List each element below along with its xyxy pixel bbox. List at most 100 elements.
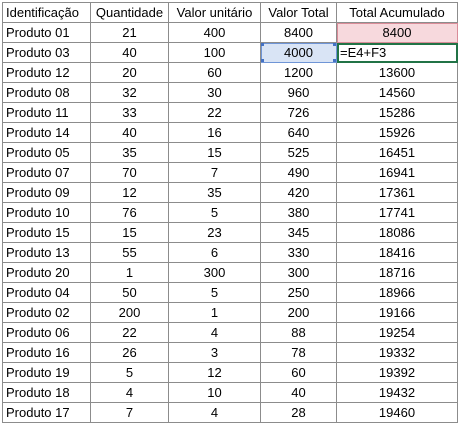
cell-valor-unitario[interactable]: 30 bbox=[168, 82, 261, 103]
cell-identificacao[interactable]: Produto 19 bbox=[2, 362, 91, 383]
cell-identificacao[interactable]: Produto 05 bbox=[2, 142, 91, 163]
range-resize-handle[interactable] bbox=[333, 43, 336, 46]
cell-quantidade[interactable]: 40 bbox=[90, 122, 169, 143]
cell-valor-unitario[interactable]: 16 bbox=[168, 122, 261, 143]
cell-total-acumulado[interactable]: 18416 bbox=[336, 242, 458, 263]
cell-total-acumulado[interactable]: 13600 bbox=[336, 62, 458, 83]
header-total-acumulado[interactable]: Total Acumulado bbox=[336, 2, 458, 23]
cell-valor-total[interactable]: 250 bbox=[260, 282, 337, 303]
cell-quantidade[interactable]: 32 bbox=[90, 82, 169, 103]
cell-valor-unitario[interactable]: 10 bbox=[168, 382, 261, 403]
cell-quantidade[interactable]: 70 bbox=[90, 162, 169, 183]
cell-valor-total[interactable]: 300 bbox=[260, 262, 337, 283]
cell-total-acumulado[interactable]: 16451 bbox=[336, 142, 458, 163]
cell-quantidade[interactable]: 33 bbox=[90, 102, 169, 123]
cell-total-acumulado[interactable]: 16941 bbox=[336, 162, 458, 183]
cell-valor-total[interactable]: 380 bbox=[260, 202, 337, 223]
cell-total-acumulado[interactable]: 8400 bbox=[336, 22, 458, 43]
cell-total-acumulado[interactable]: 19166 bbox=[336, 302, 458, 323]
cell-total-acumulado[interactable]: 19332 bbox=[336, 342, 458, 363]
cell-valor-unitario[interactable]: 5 bbox=[168, 202, 261, 223]
cell-identificacao[interactable]: Produto 12 bbox=[2, 62, 91, 83]
cell-quantidade[interactable]: 76 bbox=[90, 202, 169, 223]
cell-total-acumulado[interactable]: 15286 bbox=[336, 102, 458, 123]
cell-valor-total[interactable]: 78 bbox=[260, 342, 337, 363]
cell-identificacao[interactable]: Produto 20 bbox=[2, 262, 91, 283]
cell-total-acumulado[interactable]: 18716 bbox=[336, 262, 458, 283]
cell-valor-unitario[interactable]: 1 bbox=[168, 302, 261, 323]
cell-total-acumulado[interactable]: 19254 bbox=[336, 322, 458, 343]
cell-valor-unitario[interactable]: 3 bbox=[168, 342, 261, 363]
cell-valor-unitario[interactable]: 300 bbox=[168, 262, 261, 283]
cell-total-acumulado[interactable]: 19460 bbox=[336, 402, 458, 423]
range-resize-handle[interactable] bbox=[261, 59, 264, 62]
cell-quantidade[interactable]: 1 bbox=[90, 262, 169, 283]
cell-identificacao[interactable]: Produto 01 bbox=[2, 22, 91, 43]
cell-valor-total[interactable]: 4000 bbox=[260, 42, 337, 63]
cell-identificacao[interactable]: Produto 11 bbox=[2, 102, 91, 123]
cell-quantidade[interactable]: 21 bbox=[90, 22, 169, 43]
range-resize-handle[interactable] bbox=[261, 43, 264, 46]
cell-quantidade[interactable]: 50 bbox=[90, 282, 169, 303]
cell-total-acumulado[interactable]: 19432 bbox=[336, 382, 458, 403]
cell-quantidade[interactable]: 15 bbox=[90, 222, 169, 243]
cell-quantidade[interactable]: 40 bbox=[90, 42, 169, 63]
cell-valor-total[interactable]: 28 bbox=[260, 402, 337, 423]
cell-valor-unitario[interactable]: 23 bbox=[168, 222, 261, 243]
cell-total-acumulado[interactable]: 15926 bbox=[336, 122, 458, 143]
cell-valor-unitario[interactable]: 35 bbox=[168, 182, 261, 203]
cell-valor-total[interactable]: 490 bbox=[260, 162, 337, 183]
cell-identificacao[interactable]: Produto 02 bbox=[2, 302, 91, 323]
cell-quantidade[interactable]: 22 bbox=[90, 322, 169, 343]
cell-valor-total[interactable]: 88 bbox=[260, 322, 337, 343]
cell-total-acumulado[interactable]: 17741 bbox=[336, 202, 458, 223]
range-resize-handle[interactable] bbox=[333, 59, 336, 62]
cell-valor-unitario[interactable]: 15 bbox=[168, 142, 261, 163]
cell-total-acumulado[interactable]: 17361 bbox=[336, 182, 458, 203]
cell-valor-unitario[interactable]: 12 bbox=[168, 362, 261, 383]
cell-identificacao[interactable]: Produto 07 bbox=[2, 162, 91, 183]
cell-identificacao[interactable]: Produto 18 bbox=[2, 382, 91, 403]
cell-valor-unitario[interactable]: 7 bbox=[168, 162, 261, 183]
cell-valor-total[interactable]: 1200 bbox=[260, 62, 337, 83]
active-cell-formula-editor[interactable]: =E4+F3 bbox=[336, 42, 458, 63]
cell-identificacao[interactable]: Produto 09 bbox=[2, 182, 91, 203]
cell-valor-total[interactable]: 330 bbox=[260, 242, 337, 263]
cell-valor-total[interactable]: 200 bbox=[260, 302, 337, 323]
header-identificacao[interactable]: Identificação bbox=[2, 2, 91, 23]
cell-identificacao[interactable]: Produto 15 bbox=[2, 222, 91, 243]
cell-valor-unitario[interactable]: 100 bbox=[168, 42, 261, 63]
header-quantidade[interactable]: Quantidade bbox=[90, 2, 169, 23]
cell-identificacao[interactable]: Produto 13 bbox=[2, 242, 91, 263]
cell-valor-unitario[interactable]: 6 bbox=[168, 242, 261, 263]
cell-identificacao[interactable]: Produto 10 bbox=[2, 202, 91, 223]
cell-identificacao[interactable]: Produto 16 bbox=[2, 342, 91, 363]
cell-total-acumulado[interactable]: 19392 bbox=[336, 362, 458, 383]
cell-quantidade[interactable]: 20 bbox=[90, 62, 169, 83]
header-valor-unitario[interactable]: Valor unitário bbox=[168, 2, 261, 23]
cell-identificacao[interactable]: Produto 17 bbox=[2, 402, 91, 423]
cell-valor-total[interactable]: 60 bbox=[260, 362, 337, 383]
cell-quantidade[interactable]: 200 bbox=[90, 302, 169, 323]
cell-quantidade[interactable]: 55 bbox=[90, 242, 169, 263]
cell-valor-unitario[interactable]: 22 bbox=[168, 102, 261, 123]
cell-quantidade[interactable]: 5 bbox=[90, 362, 169, 383]
cell-valor-total[interactable]: 525 bbox=[260, 142, 337, 163]
cell-valor-total[interactable]: 8400 bbox=[260, 22, 337, 43]
cell-valor-total[interactable]: 640 bbox=[260, 122, 337, 143]
cell-valor-unitario[interactable]: 60 bbox=[168, 62, 261, 83]
cell-valor-unitario[interactable]: 4 bbox=[168, 402, 261, 423]
cell-valor-total[interactable]: 345 bbox=[260, 222, 337, 243]
cell-quantidade[interactable]: 26 bbox=[90, 342, 169, 363]
cell-total-acumulado[interactable]: 18966 bbox=[336, 282, 458, 303]
cell-quantidade[interactable]: 7 bbox=[90, 402, 169, 423]
cell-identificacao[interactable]: Produto 04 bbox=[2, 282, 91, 303]
cell-total-acumulado[interactable]: 14560 bbox=[336, 82, 458, 103]
cell-quantidade[interactable]: 12 bbox=[90, 182, 169, 203]
cell-valor-unitario[interactable]: 4 bbox=[168, 322, 261, 343]
cell-quantidade[interactable]: 35 bbox=[90, 142, 169, 163]
cell-quantidade[interactable]: 4 bbox=[90, 382, 169, 403]
cell-identificacao[interactable]: Produto 06 bbox=[2, 322, 91, 343]
header-valor-total[interactable]: Valor Total bbox=[260, 2, 337, 23]
cell-valor-total[interactable]: 40 bbox=[260, 382, 337, 403]
